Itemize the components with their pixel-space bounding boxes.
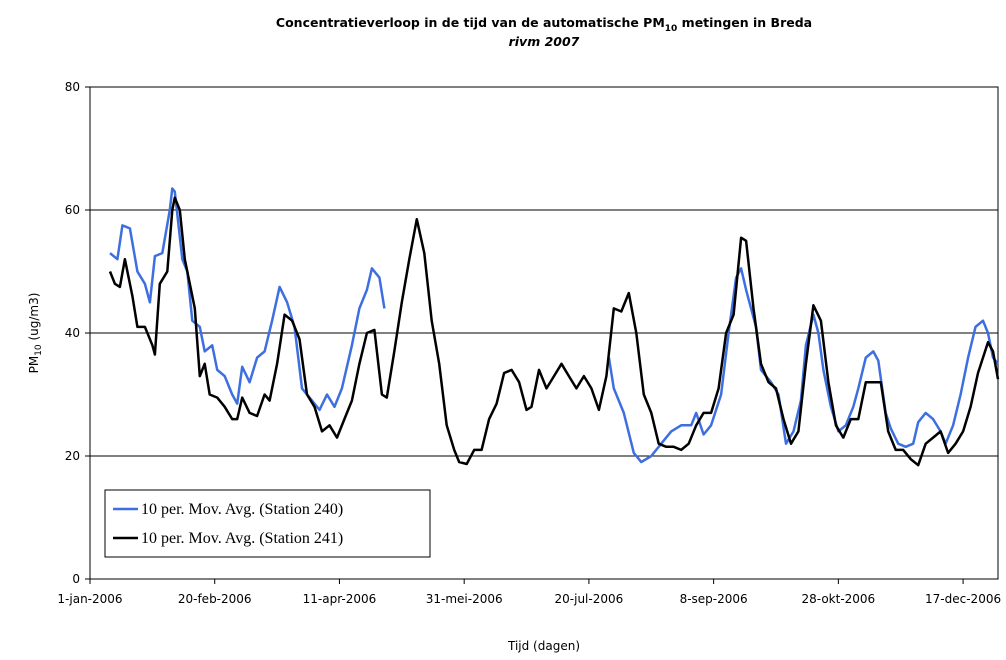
x-tick-label: 28-okt-2006 (802, 592, 876, 606)
series-line (108, 196, 1000, 467)
title-subscript: 10 (665, 24, 678, 34)
ylabel-part: (ug/m3) (27, 293, 41, 345)
legend: 10 per. Mov. Avg. (Station 240) 10 per. M… (104, 489, 431, 558)
y-tick-label: 20 (65, 449, 80, 463)
legend-label: 10 per. Mov. Avg. (Station 241) (141, 530, 343, 547)
y-tick-label: 60 (65, 203, 80, 217)
y-tick-label: 0 (72, 572, 80, 586)
series-line (109, 187, 999, 464)
x-axis-label: Tijd (dagen) (507, 639, 580, 653)
title-part: metingen in Breda (677, 15, 812, 30)
x-tick-label: 17-dec-2006 (925, 592, 1001, 606)
x-tick-label: 11-apr-2006 (303, 592, 377, 606)
legend-label: 10 per. Mov. Avg. (Station 240) (141, 501, 343, 518)
chart-subtitle: rivm 2007 (509, 34, 580, 49)
x-tick-label: 8-sep-2006 (680, 592, 748, 606)
chart-title: Concentratieverloop in de tijd van de au… (276, 15, 812, 34)
y-axis-label: PM10 (ug/m3) (27, 293, 44, 374)
ylabel-subscript: 10 (34, 344, 44, 356)
ylabel-part: PM (27, 356, 41, 374)
x-tick-label: 20-jul-2006 (555, 592, 624, 606)
title-part: Concentratieverloop in de tijd van de au… (276, 15, 665, 30)
y-tick-label: 40 (65, 326, 80, 340)
y-tick-label: 80 (65, 80, 80, 94)
x-tick-label: 31-mei-2006 (426, 592, 503, 606)
x-tick-label: 20-feb-2006 (178, 592, 252, 606)
plot-border (89, 86, 999, 580)
x-tick-label: 1-jan-2006 (57, 592, 122, 606)
legend-box (104, 489, 431, 558)
